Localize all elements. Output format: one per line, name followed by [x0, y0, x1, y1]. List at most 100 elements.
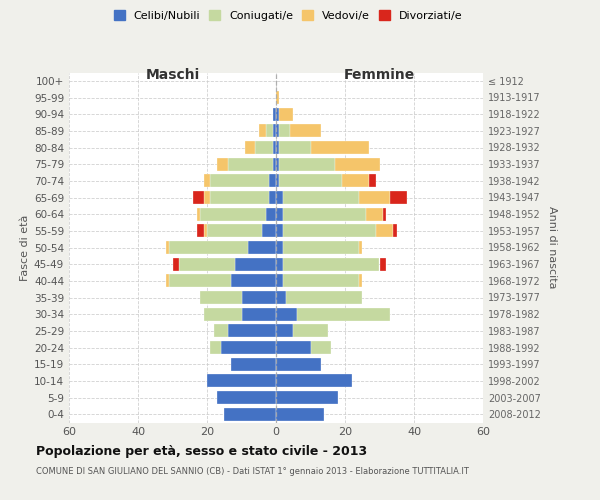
Bar — [211, 191, 269, 204]
Bar — [359, 241, 362, 254]
Bar — [280, 108, 293, 120]
Bar — [166, 274, 169, 287]
Bar — [341, 174, 369, 188]
Bar — [293, 324, 328, 338]
Bar — [276, 274, 283, 287]
Bar — [394, 224, 397, 237]
Bar — [276, 408, 325, 420]
Bar — [276, 341, 311, 354]
Bar — [262, 224, 276, 237]
Y-axis label: Anni di nascita: Anni di nascita — [547, 206, 557, 288]
Bar — [283, 274, 359, 287]
Bar — [276, 358, 321, 370]
Bar — [276, 308, 296, 320]
Bar — [241, 308, 276, 320]
Bar — [259, 124, 266, 138]
Bar — [241, 291, 276, 304]
Bar — [280, 124, 290, 138]
Bar — [366, 208, 383, 220]
Bar — [203, 191, 211, 204]
Bar — [269, 174, 276, 188]
Bar — [311, 141, 369, 154]
Bar — [296, 308, 390, 320]
Bar — [179, 258, 235, 270]
Text: Maschi: Maschi — [145, 68, 200, 82]
Bar — [383, 208, 386, 220]
Bar — [248, 241, 276, 254]
Bar — [276, 124, 280, 138]
Bar — [276, 391, 338, 404]
Bar — [276, 291, 286, 304]
Bar — [166, 241, 169, 254]
Bar — [211, 174, 269, 188]
Bar — [276, 374, 352, 388]
Bar — [276, 91, 280, 104]
Bar — [272, 158, 276, 170]
Bar — [231, 358, 276, 370]
Bar — [207, 374, 276, 388]
Bar — [217, 158, 228, 170]
Bar — [203, 308, 241, 320]
Bar — [197, 208, 200, 220]
Bar — [235, 258, 276, 270]
Bar — [272, 124, 276, 138]
Bar — [272, 141, 276, 154]
Bar — [390, 191, 407, 204]
Bar — [200, 291, 241, 304]
Bar — [203, 224, 207, 237]
Bar — [276, 224, 283, 237]
Bar — [221, 341, 276, 354]
Bar — [280, 141, 311, 154]
Bar — [359, 191, 390, 204]
Bar — [276, 208, 283, 220]
Bar — [193, 191, 203, 204]
Bar — [283, 208, 365, 220]
Bar — [290, 124, 321, 138]
Bar — [266, 124, 272, 138]
Bar — [276, 241, 283, 254]
Bar — [369, 174, 376, 188]
Bar — [269, 191, 276, 204]
Bar — [276, 108, 280, 120]
Bar — [283, 241, 359, 254]
Y-axis label: Fasce di età: Fasce di età — [20, 214, 30, 280]
Bar — [169, 241, 248, 254]
Bar — [280, 174, 341, 188]
Bar — [211, 341, 221, 354]
Bar — [276, 158, 280, 170]
Bar — [359, 274, 362, 287]
Bar — [280, 158, 335, 170]
Text: Popolazione per età, sesso e stato civile - 2013: Popolazione per età, sesso e stato civil… — [36, 445, 367, 458]
Bar — [380, 258, 386, 270]
Bar — [283, 224, 376, 237]
Bar — [214, 324, 228, 338]
Bar — [228, 158, 272, 170]
Text: Femmine: Femmine — [344, 68, 415, 82]
Bar — [203, 174, 211, 188]
Bar — [173, 258, 179, 270]
Bar — [207, 224, 262, 237]
Legend: Celibi/Nubili, Coniugati/e, Vedovi/e, Divorziati/e: Celibi/Nubili, Coniugati/e, Vedovi/e, Di… — [109, 6, 467, 25]
Bar — [197, 224, 203, 237]
Bar — [276, 141, 280, 154]
Bar — [169, 274, 231, 287]
Bar — [276, 174, 280, 188]
Bar — [245, 141, 256, 154]
Text: COMUNE DI SAN GIULIANO DEL SANNIO (CB) - Dati ISTAT 1° gennaio 2013 - Elaborazio: COMUNE DI SAN GIULIANO DEL SANNIO (CB) -… — [36, 468, 469, 476]
Bar — [266, 208, 276, 220]
Bar — [231, 274, 276, 287]
Bar — [283, 191, 359, 204]
Bar — [286, 291, 362, 304]
Bar — [200, 208, 266, 220]
Bar — [376, 224, 394, 237]
Bar — [224, 408, 276, 420]
Bar — [272, 108, 276, 120]
Bar — [276, 191, 283, 204]
Bar — [217, 391, 276, 404]
Bar — [228, 324, 276, 338]
Bar — [276, 258, 283, 270]
Bar — [311, 341, 331, 354]
Bar — [256, 141, 272, 154]
Bar — [335, 158, 380, 170]
Bar — [283, 258, 379, 270]
